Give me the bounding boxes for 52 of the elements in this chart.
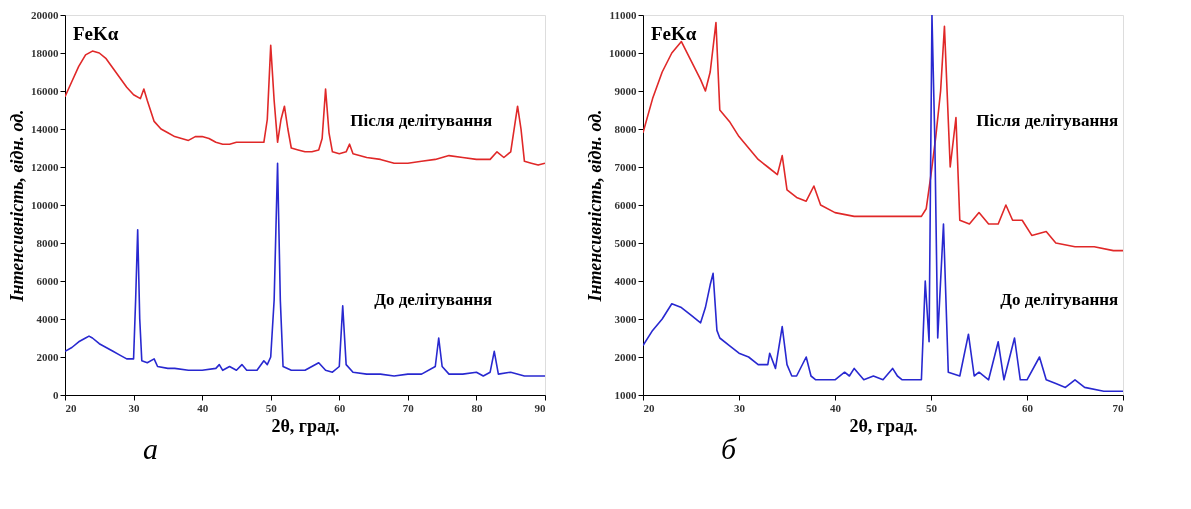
x-axis-title: 2θ, град. <box>271 415 340 436</box>
y-tick-label: 2000 <box>36 350 59 363</box>
series-label: Після делітування <box>976 111 1119 131</box>
x-tick-label: 20 <box>65 401 77 414</box>
line-series <box>65 44 545 166</box>
x-tick-label: 60 <box>1022 401 1034 414</box>
y-tick-label: 8000 <box>36 236 59 249</box>
x-tick-label: 90 <box>534 401 546 414</box>
x-tick-label: 60 <box>334 401 346 414</box>
y-tick-label: 4000 <box>614 274 637 287</box>
y-tick-label: 18000 <box>31 46 59 59</box>
text: а <box>142 432 158 465</box>
y-tick-label: 6000 <box>614 198 637 211</box>
y-tick-label: 16000 <box>31 84 59 97</box>
x-tick-label: 30 <box>128 401 141 414</box>
y-tick-label: 5000 <box>614 236 637 249</box>
y-tick-label: 6000 <box>36 274 59 287</box>
y-tick-label: 4000 <box>36 312 59 325</box>
series-label: До делітування <box>374 290 493 309</box>
y-tick-label: 10000 <box>609 46 637 59</box>
y-axis-title: Інтенсивність, відн. од. <box>585 109 605 303</box>
x-tick-label: 70 <box>402 401 415 414</box>
annotation: FeKα <box>651 23 697 44</box>
y-tick-label: 3000 <box>614 312 637 325</box>
x-tick-label: 70 <box>1112 401 1124 414</box>
y-tick-label: 11000 <box>609 8 637 21</box>
series-label: Після делітування <box>350 111 493 131</box>
y-tick-label: 1000 <box>614 388 637 401</box>
series-label: До делітування <box>1000 290 1119 309</box>
y-tick-label: 10000 <box>31 198 59 211</box>
y-tick-label: 20000 <box>31 8 59 21</box>
y-tick-label: 7000 <box>614 160 637 173</box>
y-tick-label: 8000 <box>614 122 637 135</box>
y-tick-label: 0 <box>53 388 59 401</box>
line-series <box>643 21 1123 252</box>
line-series <box>65 162 545 377</box>
x-tick-label: 50 <box>926 401 938 414</box>
y-axis-title: Інтенсивність, відн. од. <box>7 109 27 303</box>
x-tick-label: 40 <box>197 401 209 414</box>
x-tick-label: 40 <box>830 401 842 414</box>
y-tick-label: 12000 <box>31 160 59 173</box>
y-tick-label: 2000 <box>614 350 637 363</box>
x-axis-title: 2θ, град. <box>849 415 918 436</box>
x-tick-label: 50 <box>265 401 278 414</box>
y-tick-label: 9000 <box>614 84 637 97</box>
x-tick-label: 30 <box>734 401 746 414</box>
text: б <box>720 432 737 465</box>
x-tick-label: 80 <box>471 401 483 414</box>
y-tick-label: 14000 <box>31 122 59 135</box>
annotation: FeKα <box>73 23 119 44</box>
x-tick-label: 20 <box>643 401 655 414</box>
line-series <box>643 15 1123 392</box>
